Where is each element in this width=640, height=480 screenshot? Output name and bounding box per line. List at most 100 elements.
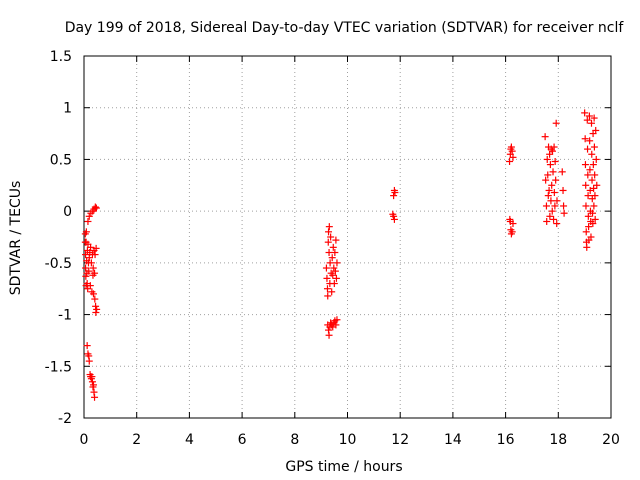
- y-tick-label: 0.5: [50, 152, 72, 168]
- data-point: [543, 155, 551, 163]
- data-point: [589, 209, 597, 217]
- data-point: [85, 212, 93, 220]
- y-tick-label: -1: [58, 308, 72, 324]
- data-point: [542, 176, 550, 184]
- data-point: [592, 126, 600, 134]
- data-point: [91, 251, 99, 259]
- data-point: [92, 204, 100, 212]
- data-point: [329, 243, 337, 251]
- data-point: [552, 176, 560, 184]
- data-point: [93, 305, 101, 313]
- data-point: [92, 309, 100, 317]
- data-point: [84, 217, 92, 225]
- data-point: [85, 357, 93, 365]
- data-point: [560, 202, 568, 210]
- x-tick-label: 4: [185, 432, 194, 448]
- data-point: [330, 280, 338, 288]
- data-point: [590, 184, 598, 192]
- data-point: [331, 249, 339, 257]
- data-point: [549, 147, 557, 155]
- data-point: [332, 236, 340, 244]
- data-point: [91, 203, 99, 211]
- data-point: [329, 271, 337, 279]
- y-tick-label: -0.5: [45, 256, 72, 272]
- data-point: [589, 220, 597, 228]
- data-point: [331, 267, 339, 275]
- data-point: [324, 292, 332, 300]
- data-point: [91, 393, 99, 401]
- data-point: [541, 133, 549, 141]
- data-point: [325, 331, 333, 339]
- data-point: [506, 157, 514, 165]
- data-point: [589, 161, 597, 169]
- x-tick-label: 16: [497, 432, 515, 448]
- data-point: [333, 316, 341, 324]
- x-axis-title: GPS time / hours: [285, 459, 402, 475]
- data-point: [560, 209, 568, 217]
- data-point: [92, 244, 100, 252]
- data-point: [588, 150, 596, 158]
- data-point: [588, 176, 596, 184]
- data-point: [508, 228, 516, 236]
- data-point: [87, 259, 95, 267]
- grid-layer: [83, 55, 612, 419]
- y-tick-label: 1.5: [50, 49, 72, 65]
- data-point: [508, 147, 516, 155]
- data-point: [509, 153, 517, 161]
- data-point: [323, 285, 331, 293]
- data-point: [545, 186, 553, 194]
- data-point: [590, 114, 598, 122]
- data-point: [588, 119, 596, 127]
- data-point: [581, 135, 589, 143]
- data-point: [327, 233, 335, 241]
- x-tick-label: 0: [80, 432, 89, 448]
- data-point: [549, 168, 557, 176]
- data-point: [509, 220, 517, 228]
- data-point: [542, 202, 550, 210]
- y-tick-label: -1.5: [45, 359, 72, 375]
- data-point: [586, 137, 594, 145]
- data-point: [390, 215, 398, 223]
- data-point: [591, 215, 599, 223]
- data-point: [92, 302, 100, 310]
- data-point: [390, 212, 398, 220]
- data-point: [91, 269, 99, 277]
- data-point: [324, 238, 332, 246]
- x-tick-label: 10: [339, 432, 357, 448]
- chart-title: Day 199 of 2018, Sidereal Day-to-day VTE…: [65, 20, 625, 36]
- data-point: [583, 116, 591, 124]
- y-tick-label: 1: [63, 101, 72, 117]
- y-tick-label: -2: [58, 411, 72, 427]
- data-point: [82, 228, 90, 236]
- data-point: [328, 254, 336, 262]
- x-tick-label: 6: [238, 432, 247, 448]
- y-tick-label: 0: [63, 204, 72, 220]
- data-point: [552, 119, 560, 127]
- data-point: [591, 171, 599, 179]
- x-tick-label: 18: [549, 432, 567, 448]
- data-point: [587, 233, 595, 241]
- x-tick-label: 2: [132, 432, 141, 448]
- data-point: [546, 161, 554, 169]
- data-point: [82, 251, 90, 259]
- data-point: [590, 202, 598, 210]
- data-point: [322, 264, 330, 272]
- points-layer: [81, 109, 601, 401]
- data-point: [543, 217, 551, 225]
- data-point: [325, 223, 333, 231]
- data-point: [507, 143, 515, 151]
- data-point: [548, 207, 556, 215]
- data-point: [546, 212, 554, 220]
- data-point: [91, 295, 99, 303]
- y-axis-title: SDTVAR / TECUs: [8, 181, 24, 296]
- data-point: [586, 166, 594, 174]
- data-point: [551, 157, 559, 165]
- data-point: [584, 171, 592, 179]
- data-point: [82, 264, 90, 272]
- data-point: [325, 228, 333, 236]
- tick-labels-layer: 0 2 4 6 8 10 12 14 16 18 20 -2 -1.5 -1 -0.5 0 0.5 1 1.5: [45, 49, 620, 448]
- data-point: [89, 264, 97, 272]
- data-point: [582, 228, 590, 236]
